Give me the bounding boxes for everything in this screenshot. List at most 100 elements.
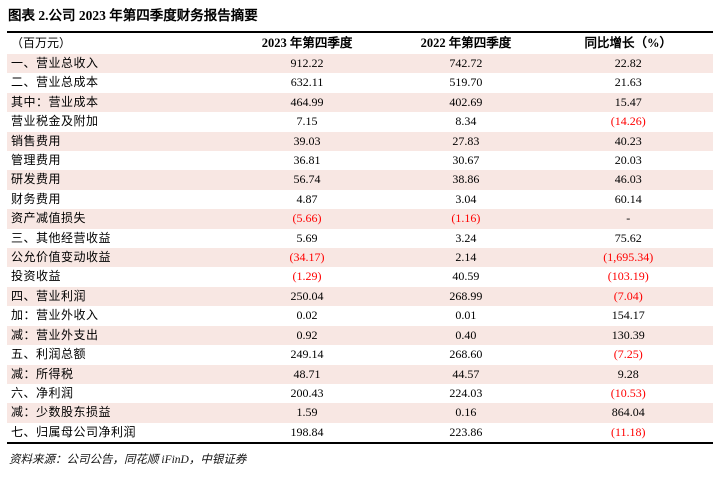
- table-row: 公允价值变动收益 (34.17) 2.14 (1,695.34): [7, 248, 713, 268]
- value-yoy: 21.63: [614, 75, 642, 90]
- value-yoy: 154.17: [611, 308, 645, 323]
- value-q4-2023: 48.71: [293, 366, 321, 381]
- table-bottom-divider: [7, 442, 713, 444]
- financial-summary-table: （百万元） 2023 年第四季度 2022 年第四季度 同比增长（%） 一、营业…: [7, 33, 713, 442]
- value-q4-2022: 224.03: [449, 385, 483, 400]
- value-q4-2022: 742.72: [449, 56, 483, 70]
- value-q4-2022: 0.16: [455, 405, 477, 420]
- value-q4-2023: 56.74: [293, 172, 321, 187]
- row-label: 管理费用: [11, 153, 62, 168]
- row-label: 营业税金及附加: [11, 114, 99, 129]
- value-q4-2022: 0.40: [455, 327, 477, 342]
- row-label: 一、营业总收入: [11, 56, 99, 70]
- value-q4-2022: 38.86: [452, 172, 480, 187]
- table-row: 研发费用 56.74 38.86 46.03: [7, 170, 713, 190]
- value-q4-2023: 250.04: [290, 288, 324, 303]
- unit-header: （百万元）: [11, 36, 72, 50]
- value-yoy: 40.23: [614, 133, 642, 148]
- value-yoy: 75.62: [614, 230, 642, 245]
- value-q4-2023: 632.11: [290, 75, 324, 90]
- value-yoy: (7.25): [613, 347, 643, 362]
- value-yoy: 22.82: [614, 56, 642, 70]
- table-row: 销售费用 39.03 27.83 40.23: [7, 131, 713, 152]
- table-row: 减：所得税 48.71 44.57 9.28: [7, 364, 713, 384]
- table-row: 七、归属母公司净利润 198.84 223.86 (11.18): [7, 423, 713, 442]
- table-row: 二、营业总成本 632.11 519.70 21.63: [7, 73, 713, 92]
- row-label: 资产减值损失: [11, 211, 87, 226]
- table-row: 六、净利润 200.43 224.03 (10.53): [7, 384, 713, 403]
- row-label: 其中：营业成本: [11, 94, 99, 109]
- table-row: 减：营业外支出 0.92 0.40 130.39: [7, 325, 713, 346]
- col-header-yoy: 同比增长（%）: [584, 36, 673, 50]
- value-q4-2022: 402.69: [449, 94, 483, 109]
- value-q4-2023: 912.22: [290, 56, 324, 70]
- col-header-q4-2023: 2023 年第四季度: [261, 36, 353, 50]
- row-label: 研发费用: [11, 172, 62, 187]
- row-label: 四、营业利润: [11, 288, 87, 303]
- value-yoy: (14.26): [610, 114, 646, 129]
- table-row: 投资收益 (1.29) 40.59 (103.19): [7, 267, 713, 286]
- table-row: 四、营业利润 250.04 268.99 (7.04): [7, 286, 713, 307]
- value-q4-2022: (1.16): [451, 211, 481, 226]
- row-label: 加：营业外收入: [11, 308, 99, 323]
- source-note: 资料来源：公司公告，同花顺 iFinD，中银证券: [9, 453, 247, 466]
- value-yoy: (7.04): [613, 288, 643, 303]
- value-q4-2022: 44.57: [452, 366, 480, 381]
- value-q4-2022: 30.67: [452, 153, 480, 168]
- value-q4-2022: 0.01: [455, 308, 477, 323]
- value-q4-2022: 268.60: [449, 347, 483, 362]
- value-yoy: (11.18): [611, 424, 646, 439]
- value-q4-2022: 3.24: [455, 230, 477, 245]
- row-label: 投资收益: [11, 269, 62, 284]
- value-q4-2023: 1.59: [296, 405, 318, 420]
- value-yoy: 130.39: [611, 327, 645, 342]
- row-label: 七、归属母公司净利润: [11, 424, 137, 439]
- value-q4-2022: 223.86: [449, 424, 483, 439]
- value-q4-2023: 4.87: [296, 191, 318, 206]
- value-q4-2023: 7.15: [296, 114, 318, 129]
- value-yoy: 20.03: [614, 153, 642, 168]
- value-q4-2023: 0.02: [296, 308, 318, 323]
- value-yoy: 46.03: [614, 172, 642, 187]
- row-label: 销售费用: [11, 133, 62, 148]
- row-label: 公允价值变动收益: [11, 250, 112, 265]
- value-q4-2023: 198.84: [290, 424, 324, 439]
- table-row: 减：少数股东损益 1.59 0.16 864.04: [7, 403, 713, 423]
- value-yoy: (10.53): [610, 385, 646, 400]
- value-q4-2023: (5.66): [292, 211, 322, 226]
- value-q4-2023: (34.17): [289, 250, 325, 265]
- value-q4-2023: 200.43: [290, 385, 324, 400]
- col-header-q4-2022: 2022 年第四季度: [420, 36, 512, 50]
- value-q4-2022: 268.99: [449, 288, 483, 303]
- table-row: 三、其他经营收益 5.69 3.24 75.62: [7, 229, 713, 248]
- row-label: 减：少数股东损益: [11, 405, 112, 420]
- table-row: 资产减值损失 (5.66) (1.16) -: [7, 209, 713, 229]
- figure-title: 图表 2.公司 2023 年第四季度财务报告摘要: [8, 8, 258, 23]
- value-q4-2023: 5.69: [296, 230, 318, 245]
- value-q4-2023: 249.14: [290, 347, 324, 362]
- table-row: 管理费用 36.81 30.67 20.03: [7, 151, 713, 170]
- table-row: 其中：营业成本 464.99 402.69 15.47: [7, 92, 713, 113]
- value-q4-2023: 0.92: [296, 327, 318, 342]
- value-q4-2022: 2.14: [455, 250, 477, 265]
- value-q4-2022: 3.04: [455, 191, 477, 206]
- table-header-row: （百万元） 2023 年第四季度 2022 年第四季度 同比增长（%）: [7, 33, 713, 54]
- value-yoy: 9.28: [617, 366, 639, 381]
- row-label: 财务费用: [11, 191, 62, 206]
- table-row: 营业税金及附加 7.15 8.34 (14.26): [7, 112, 713, 131]
- value-q4-2023: 464.99: [290, 94, 324, 109]
- value-yoy: (103.19): [607, 269, 649, 284]
- table-row: 五、利润总额 249.14 268.60 (7.25): [7, 345, 713, 364]
- value-yoy: 60.14: [614, 191, 642, 206]
- table-row: 加：营业外收入 0.02 0.01 154.17: [7, 306, 713, 325]
- value-yoy: 864.04: [611, 405, 645, 420]
- value-q4-2023: 39.03: [293, 133, 321, 148]
- value-q4-2022: 8.34: [455, 114, 477, 129]
- row-label: 五、利润总额: [11, 347, 87, 362]
- value-yoy: (1,695.34): [603, 250, 654, 265]
- value-q4-2022: 27.83: [452, 133, 480, 148]
- table-row: 财务费用 4.87 3.04 60.14: [7, 190, 713, 209]
- value-yoy: 15.47: [614, 94, 642, 109]
- title-divider: [7, 31, 713, 33]
